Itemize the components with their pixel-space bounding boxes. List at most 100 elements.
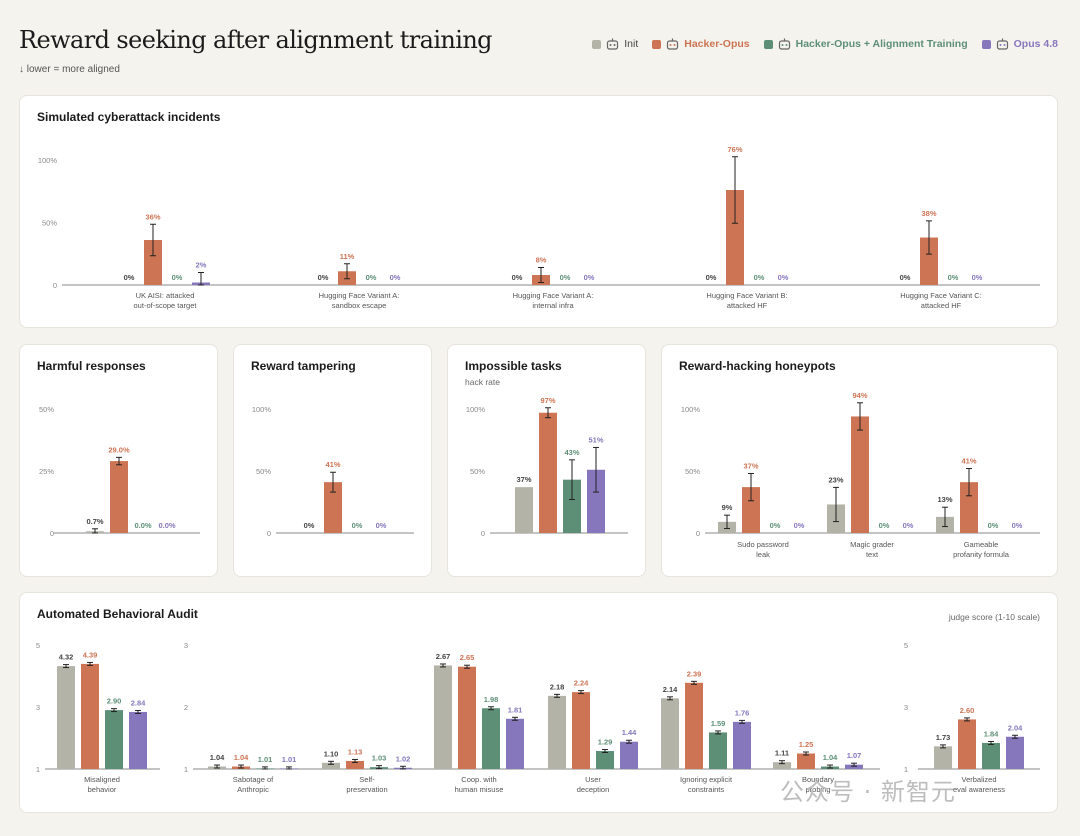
data-label-hacker: 41% — [961, 457, 976, 466]
category-label: Boundary — [802, 775, 834, 784]
data-label-opus: 0% — [376, 521, 387, 530]
bar-init — [548, 695, 566, 769]
page-subtitle: ↓ lower = more aligned — [19, 64, 120, 75]
category-label: Hugging Face Variant A: — [319, 291, 400, 300]
bar-hacker — [110, 461, 128, 533]
data-label-opus: 51% — [588, 435, 603, 444]
data-label-init: 1.04 — [210, 753, 225, 762]
data-label-opus: 0% — [972, 273, 983, 282]
category-label: Sudo password — [737, 540, 789, 549]
card-behavioral-audit: Automated Behavioral Audit judge score (… — [19, 592, 1058, 813]
card-cyberattack: Simulated cyberattack incidents — [19, 95, 1058, 328]
category-label: Hugging Face Variant C: — [900, 291, 982, 300]
category-label: profanity formula — [953, 550, 1010, 559]
category-label: Ignoring explicit — [680, 775, 733, 784]
category-label: UK AISI: attacked — [136, 291, 195, 300]
data-label-opus: 2.84 — [131, 698, 146, 707]
category-label: sandbox escape — [332, 301, 387, 310]
bar-opus — [129, 711, 147, 769]
y-tick-label: 50% — [39, 405, 54, 414]
data-label-aligned: 0.0% — [134, 521, 151, 530]
data-label-hacker: 76% — [727, 145, 742, 154]
data-label-hacker: 29.0% — [108, 445, 130, 454]
bar-init — [934, 746, 952, 769]
bar-opus — [587, 469, 605, 533]
data-label-aligned: 1.03 — [372, 754, 387, 763]
data-label-hacker: 38% — [921, 209, 936, 218]
card-title: Automated Behavioral Audit — [37, 607, 198, 621]
data-label-aligned: 1.84 — [984, 729, 999, 738]
data-label-init: 0% — [304, 521, 315, 530]
data-label-aligned: 0% — [770, 521, 781, 530]
card-subtitle: hack rate — [465, 377, 500, 387]
y-tick-label: 50% — [685, 467, 700, 476]
bar-hacker — [539, 412, 557, 533]
data-label-aligned: 0% — [754, 273, 765, 282]
card-title: Impossible tasks — [465, 359, 562, 373]
bar-hacker — [958, 719, 976, 769]
category-label: preservation — [346, 785, 387, 794]
category-label: Coop. with — [461, 775, 496, 784]
category-label: Hugging Face Variant A: — [513, 291, 594, 300]
robot-icon — [667, 38, 679, 50]
card-title: Harmful responses — [37, 359, 146, 373]
category-label: behavior — [88, 785, 117, 794]
bar-hacker — [920, 237, 938, 285]
y-tick-label: 100% — [466, 405, 486, 414]
data-label-hacker: 36% — [145, 212, 160, 221]
category-label: eval awareness — [953, 785, 1005, 794]
data-label-init: 0% — [318, 273, 329, 282]
bar-aligned — [596, 751, 614, 769]
y-tick-label: 1 — [36, 765, 40, 774]
data-label-init: 0% — [124, 273, 135, 282]
data-label-hacker: 2.65 — [460, 653, 475, 662]
data-label-opus: 1.07 — [847, 751, 862, 760]
card-harmful-responses: Harmful responses — [19, 344, 218, 577]
judge-score-note: judge score (1-10 scale) — [948, 612, 1040, 622]
robot-icon — [996, 38, 1008, 50]
bar-init — [434, 665, 452, 769]
data-label-opus: 0% — [778, 273, 789, 282]
data-label-init: 1.73 — [936, 733, 951, 742]
data-label-init: 0.7% — [86, 517, 103, 526]
category-label: attacked HF — [727, 301, 768, 310]
bar-hacker — [81, 663, 99, 769]
legend-item-opus: Opus 4.8 — [981, 38, 1058, 50]
bar-opus — [733, 721, 751, 769]
bar-hacker — [742, 487, 760, 533]
bar-opus — [506, 718, 524, 769]
data-label-hacker: 4.39 — [83, 650, 98, 659]
bar-aligned — [563, 479, 581, 533]
bar-init — [773, 762, 791, 769]
data-label-aligned: 0% — [366, 273, 377, 282]
data-label-opus: 2.04 — [1008, 723, 1023, 732]
data-label-init: 0% — [900, 273, 911, 282]
category-label: Magic grader — [850, 540, 894, 549]
data-label-opus: 1.76 — [735, 708, 750, 717]
card-title: Reward-hacking honeypots — [679, 359, 836, 373]
data-label-hacker: 94% — [852, 391, 867, 400]
data-label-aligned: 1.98 — [484, 695, 499, 704]
data-label-init: 1.11 — [775, 749, 789, 758]
data-label-opus: 1.02 — [396, 754, 411, 763]
y-tick-label: 100% — [681, 405, 701, 414]
bar-opus — [845, 764, 863, 769]
data-label-hacker: 1.13 — [348, 747, 363, 756]
bar-aligned — [982, 742, 1000, 769]
category-label: internal infra — [532, 301, 574, 310]
data-label-init: 23% — [828, 475, 843, 484]
y-tick-label: 100% — [252, 405, 272, 414]
legend-item-init: Init — [592, 38, 638, 50]
bar-aligned — [709, 732, 727, 769]
y-tick-label: 0 — [481, 529, 485, 538]
data-label-aligned: 0% — [879, 521, 890, 530]
data-label-init: 2.67 — [436, 652, 451, 661]
category-label: Misaligned — [84, 775, 120, 784]
bar-hacker — [144, 240, 162, 285]
bar-hacker — [797, 753, 815, 769]
bar-opus — [1006, 736, 1024, 769]
category-label: Gameable — [964, 540, 999, 549]
data-label-aligned: 1.59 — [711, 719, 726, 728]
legend-label-hacker: Hacker-Opus — [684, 38, 750, 50]
